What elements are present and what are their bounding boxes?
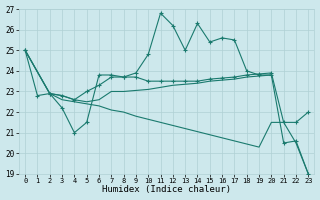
X-axis label: Humidex (Indice chaleur): Humidex (Indice chaleur) bbox=[102, 185, 231, 194]
